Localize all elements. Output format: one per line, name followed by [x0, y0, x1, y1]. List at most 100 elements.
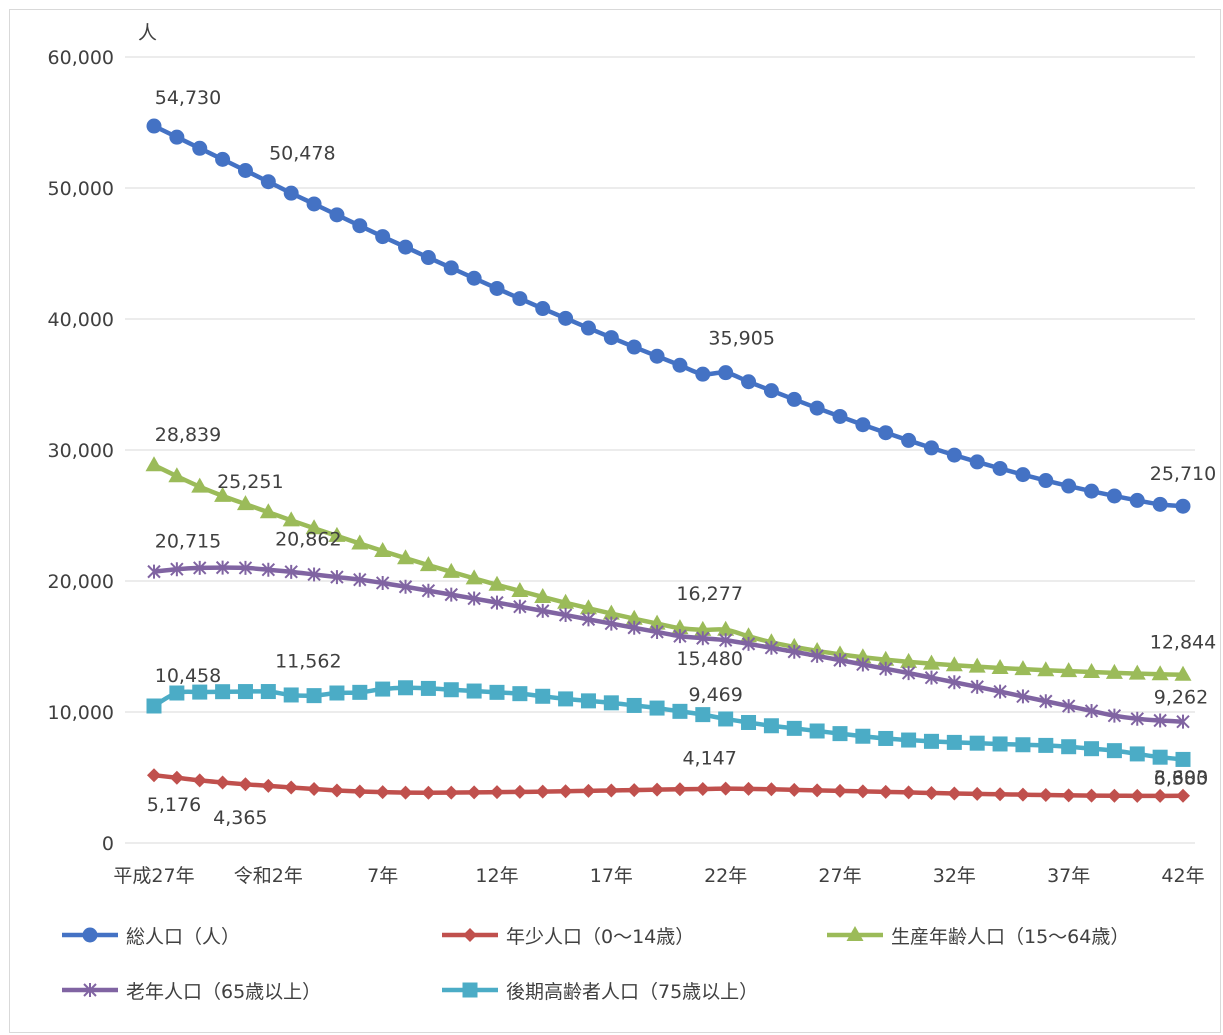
data-point — [924, 670, 939, 685]
data-point — [419, 556, 437, 572]
data-point — [671, 619, 689, 635]
data-point — [513, 599, 527, 614]
data-point — [625, 609, 643, 625]
data-point — [580, 320, 596, 336]
legend-label: 後期高齢者人口（75歳以上） — [506, 980, 759, 1003]
legend-label: 年少人口（0〜14歳） — [506, 925, 695, 948]
y-axis-unit: 人 — [138, 22, 157, 44]
series-lines — [145, 118, 1192, 803]
data-point — [579, 599, 597, 615]
data-label: 4,365 — [213, 807, 267, 829]
data-point — [878, 784, 893, 799]
series-line — [153, 772, 1184, 799]
data-point — [352, 684, 368, 700]
data-point — [741, 374, 757, 390]
data-point — [1061, 699, 1076, 714]
data-point — [1014, 660, 1032, 676]
data-point — [467, 785, 482, 800]
legend-swatch — [62, 927, 118, 943]
series-3 — [147, 560, 1190, 729]
data-point — [718, 365, 734, 381]
data-point — [398, 680, 414, 696]
data-label: 12,844 — [1150, 632, 1216, 654]
y-tick-label: 30,000 — [48, 440, 114, 462]
data-point — [328, 526, 346, 542]
data-point — [787, 782, 802, 797]
data-point — [375, 575, 390, 590]
data-point — [375, 681, 391, 697]
x-tick-label: 7年 — [367, 865, 398, 887]
data-point — [923, 733, 939, 749]
data-point — [215, 151, 231, 167]
y-tick-label: 20,000 — [48, 571, 114, 593]
data-point — [1175, 751, 1191, 767]
data-point — [215, 775, 230, 790]
data-point — [536, 603, 550, 618]
data-point — [992, 736, 1008, 752]
data-point — [1038, 788, 1053, 803]
data-point — [695, 366, 711, 382]
data-point — [947, 675, 962, 690]
data-point — [672, 703, 688, 719]
data-point — [1174, 665, 1192, 681]
data-point — [352, 218, 368, 234]
series-2 — [145, 456, 1192, 681]
data-point — [787, 644, 801, 659]
data-point — [1128, 664, 1146, 680]
data-point — [696, 631, 710, 646]
data-point — [1061, 478, 1077, 494]
data-point — [1084, 703, 1099, 718]
data-point — [398, 239, 414, 255]
x-tick-label: 22年 — [704, 865, 747, 887]
data-point — [558, 784, 573, 799]
data-point — [581, 612, 596, 627]
data-point — [1153, 713, 1167, 728]
data-point — [329, 685, 345, 701]
legend-swatch — [442, 928, 498, 942]
data-point — [352, 784, 367, 799]
data-point — [421, 785, 436, 800]
data-point — [558, 608, 573, 623]
data-point — [467, 591, 481, 606]
data-point — [237, 162, 253, 178]
data-point — [900, 652, 918, 668]
legend-item: 総人口（人） — [60, 920, 240, 950]
data-point — [374, 542, 392, 558]
data-point — [763, 718, 779, 734]
data-point — [855, 784, 870, 799]
data-point — [1015, 737, 1031, 753]
data-point — [420, 250, 436, 266]
data-point — [786, 391, 802, 407]
data-point — [1130, 788, 1145, 803]
data-point — [946, 734, 962, 750]
series-line — [153, 124, 1184, 509]
data-point — [1107, 788, 1122, 803]
data-point — [421, 583, 436, 598]
data-point — [282, 511, 300, 527]
data-label: 35,905 — [708, 328, 774, 350]
legend-marker — [463, 928, 477, 942]
data-point — [970, 679, 984, 694]
data-point — [192, 684, 208, 700]
data-point — [718, 633, 733, 648]
data-point — [1061, 739, 1077, 755]
data-point — [695, 782, 710, 797]
legend-label: 生産年齢人口（15〜64歳） — [891, 925, 1130, 948]
data-point — [1106, 488, 1122, 504]
y-tick-label: 50,000 — [48, 178, 114, 200]
series-0 — [146, 118, 1191, 514]
data-point — [855, 728, 871, 744]
data-point — [284, 564, 298, 579]
data-point — [261, 562, 276, 577]
data-point — [993, 787, 1008, 802]
data-point — [466, 683, 482, 699]
data-point — [534, 587, 552, 603]
data-point — [1038, 473, 1054, 489]
data-point — [214, 486, 232, 502]
data-point — [330, 570, 344, 585]
data-point — [650, 624, 664, 639]
data-point — [649, 348, 665, 364]
legend: 総人口（人） 年少人口（0〜14歳） 生産年齢人口（15〜64歳） 老年人口（65歳以… — [60, 920, 1210, 1020]
data-point — [398, 579, 413, 594]
data-point — [443, 682, 459, 698]
